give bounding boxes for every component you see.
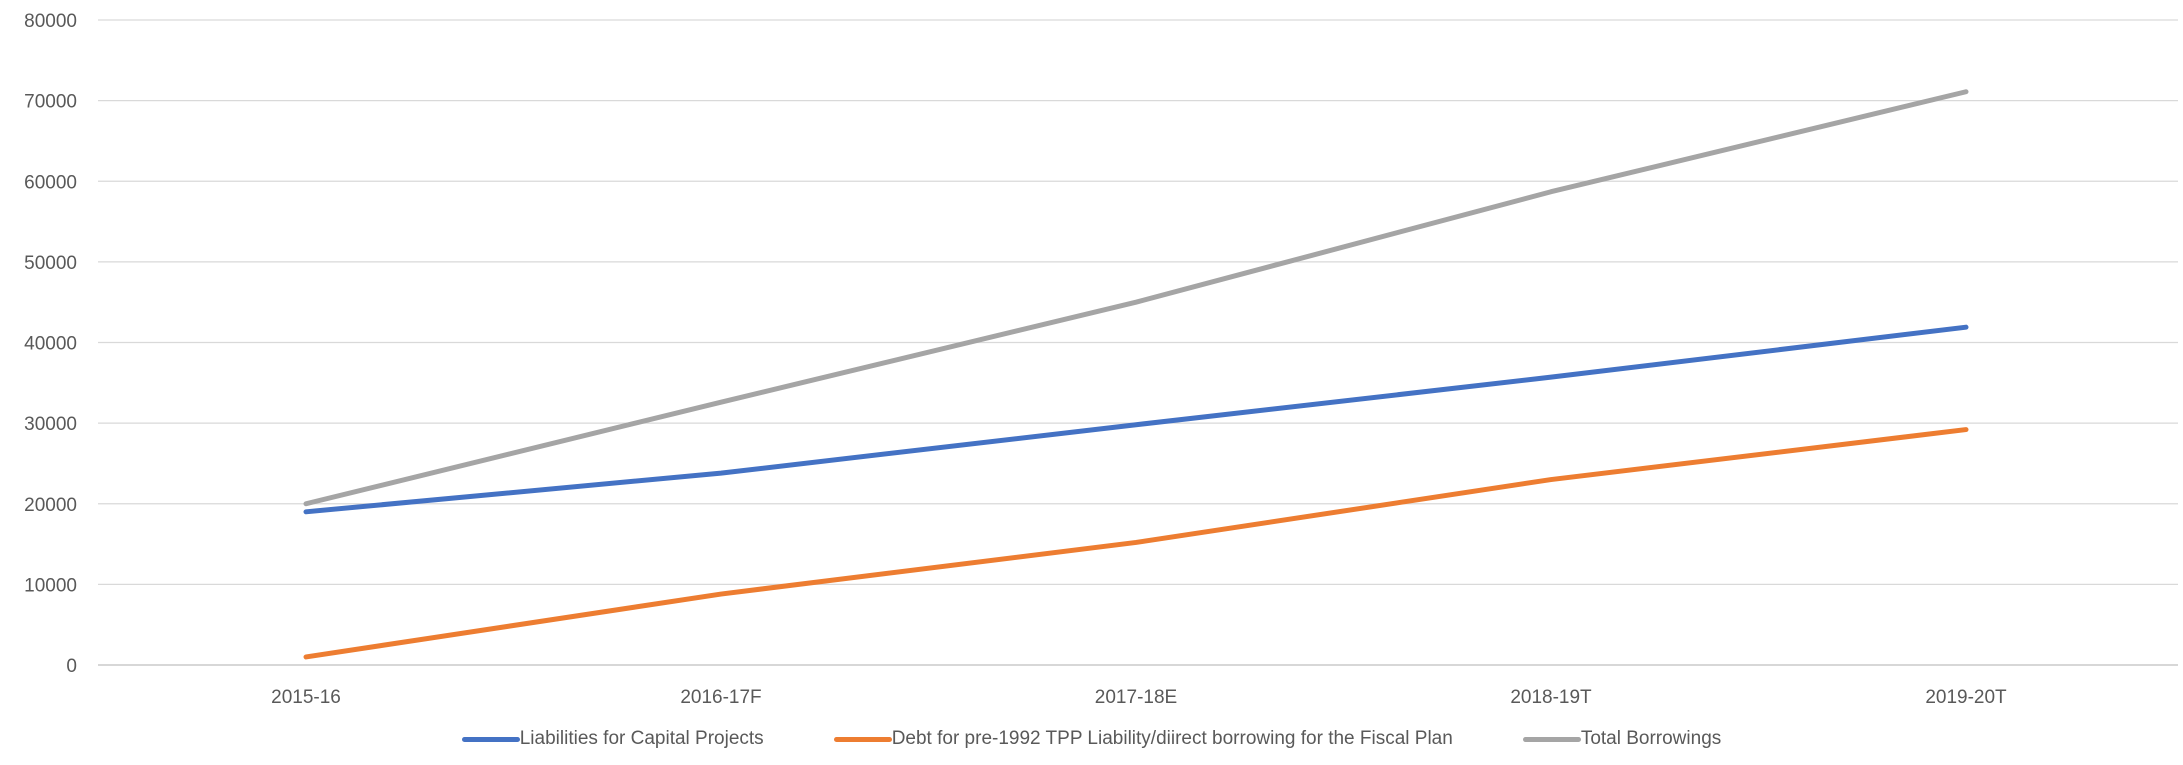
series-line-capital-projects <box>303 324 1969 515</box>
y-tick-label: 20000 <box>24 495 77 516</box>
legend-swatch-debt-pre-1992 <box>833 736 892 742</box>
y-tick-label: 70000 <box>24 92 77 113</box>
legend: Liabilities for Capital Projects Debt fo… <box>0 728 2183 750</box>
legend-label: Liabilities for Capital Projects <box>519 728 764 749</box>
y-tick-label: 80000 <box>24 11 77 32</box>
y-tick-label: 10000 <box>24 575 77 596</box>
x-tick-label: 2018-19T <box>1510 687 1592 708</box>
legend-label: Total Borrowings <box>1580 728 1722 749</box>
y-tick-label: 0 <box>66 656 77 677</box>
gridlines <box>98 19 2178 666</box>
series-line-debt-pre-1992 <box>303 427 1969 660</box>
x-tick-label: 2017-18E <box>1095 687 1177 708</box>
series-lines <box>303 89 1969 660</box>
legend-item-debt-pre-1992: Debt for pre-1992 TPP Liability/diirect … <box>833 728 1453 750</box>
series-line-total-borrowings <box>303 89 1969 507</box>
legend-label: Debt for pre-1992 TPP Liability/diirect … <box>891 728 1453 749</box>
y-axis-ticks: 0 10000 20000 30000 40000 50000 60000 70000 8000… <box>24 11 77 677</box>
legend-item-total-borrowings: Total Borrowings <box>1522 728 1722 750</box>
x-tick-label: 2016-17F <box>680 687 761 708</box>
x-axis-ticks: 2015-16 2016-17F 2017-18E 2018-19T 2019-20T <box>271 687 2007 708</box>
x-tick-label: 2019-20T <box>1925 687 2007 708</box>
y-tick-label: 30000 <box>24 414 77 435</box>
x-tick-label: 2015-16 <box>271 687 341 708</box>
legend-item-capital-projects: Liabilities for Capital Projects <box>461 728 764 750</box>
y-tick-label: 50000 <box>24 253 77 274</box>
y-tick-label: 60000 <box>24 172 77 193</box>
y-tick-label: 40000 <box>24 334 77 355</box>
legend-swatch-total-borrowings <box>1522 736 1581 742</box>
legend-swatch-capital-projects <box>461 736 520 742</box>
